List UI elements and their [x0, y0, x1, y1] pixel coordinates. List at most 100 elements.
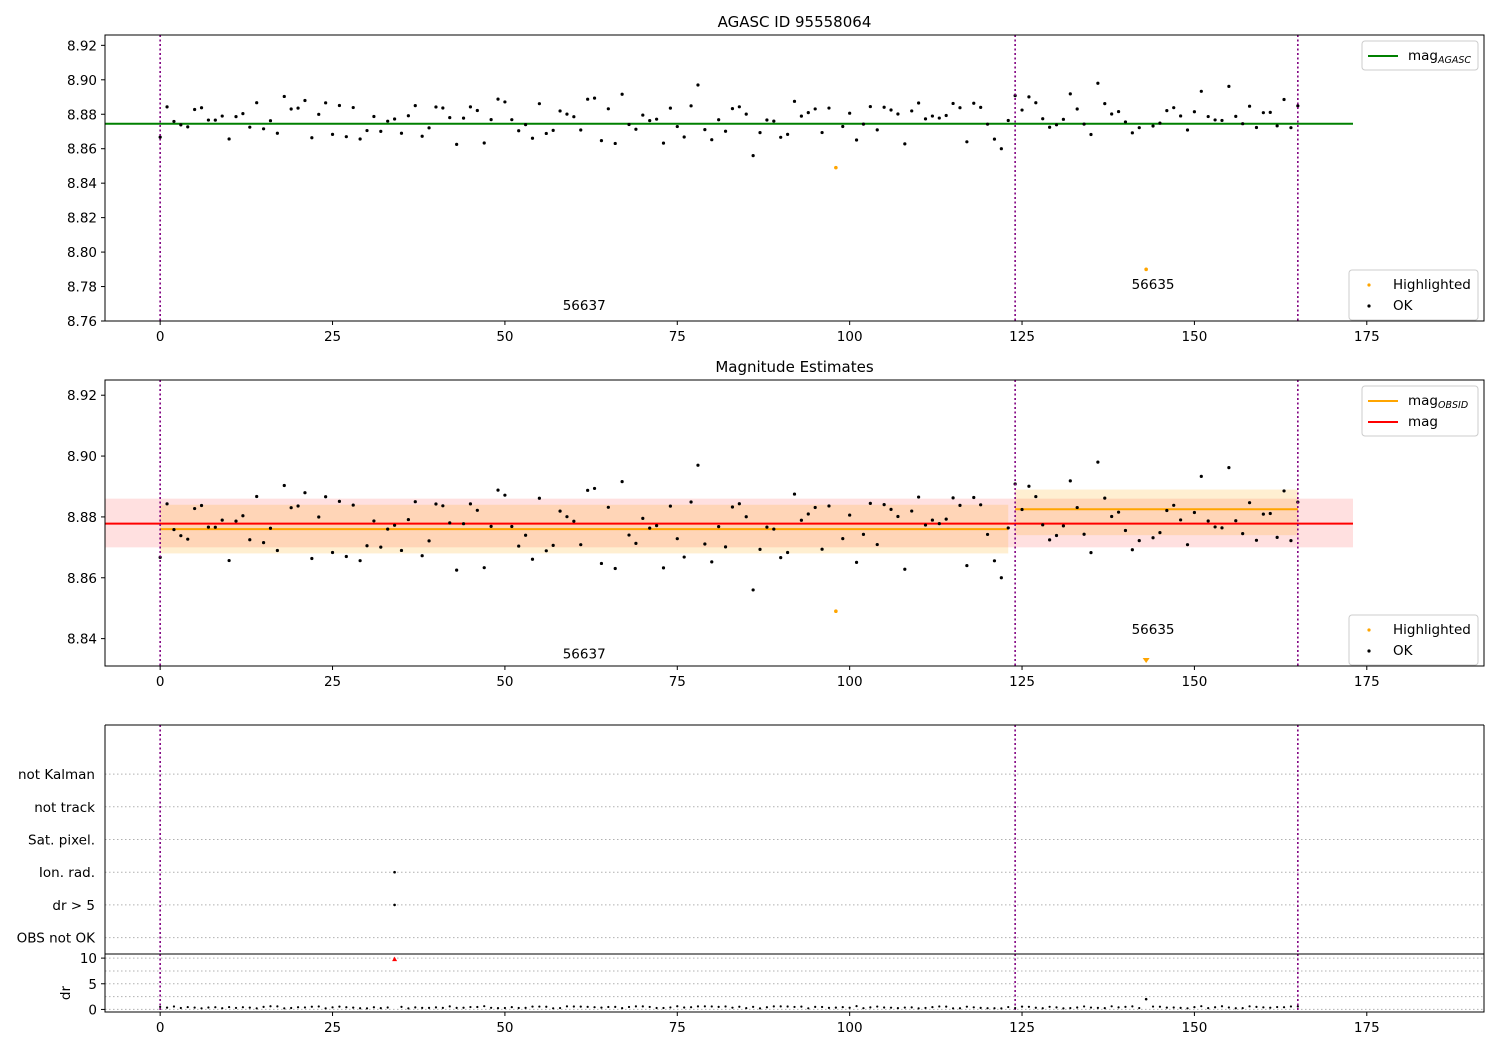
ok-point: [634, 127, 638, 131]
ok-point: [220, 114, 224, 118]
flag-category-label: OBS not OK: [17, 931, 97, 947]
dr-point: [1276, 1005, 1279, 1009]
y-tick-label: 8.88: [67, 107, 97, 123]
ok-point: [1151, 536, 1155, 540]
ok-point: [868, 104, 872, 109]
y-tick-label: 8.84: [67, 176, 97, 192]
ok-point: [730, 107, 735, 111]
dr-point: [414, 1006, 417, 1009]
ok-point: [627, 533, 631, 537]
ok-point: [551, 128, 555, 132]
ok-point: [399, 548, 404, 553]
ok-point: [413, 104, 417, 108]
ok-point: [1247, 104, 1252, 108]
ok-point: [241, 111, 245, 116]
ok-point: [854, 560, 859, 565]
legend-dot-swatch: [1367, 304, 1371, 308]
y-tick-label: 8.90: [67, 73, 97, 89]
dr-point: [186, 1005, 189, 1009]
ok-point: [979, 503, 983, 507]
ok-point: [310, 136, 314, 140]
ok-point: [606, 107, 610, 111]
ok-point: [489, 524, 493, 528]
ok-point: [944, 113, 948, 118]
ok-point: [537, 496, 541, 500]
dr-point: [896, 1006, 900, 1010]
ok-point: [1068, 479, 1072, 483]
ok-point: [317, 515, 321, 519]
ok-point: [1241, 532, 1245, 536]
dr-point: [462, 1006, 465, 1009]
ok-point: [737, 502, 741, 506]
dr-point: [172, 1005, 176, 1008]
ok-point: [530, 557, 535, 561]
ok-point: [496, 488, 500, 492]
dr-point: [372, 1006, 376, 1009]
dr-point: [296, 1006, 300, 1009]
ok-point: [792, 99, 797, 103]
dr-point: [517, 1006, 520, 1010]
ok-point: [206, 118, 211, 122]
ok-point: [379, 545, 383, 549]
ok-point: [427, 126, 431, 130]
ok-point: [648, 118, 652, 123]
dr-point: [1241, 1007, 1244, 1010]
ok-point: [1282, 489, 1286, 493]
flag-point: [393, 870, 396, 874]
ok-point: [379, 129, 383, 133]
x-tick-label: 50: [496, 329, 513, 345]
ok-point: [296, 106, 300, 110]
dr-point: [641, 1005, 644, 1008]
ok-point: [786, 132, 790, 136]
plot-frame: [104, 379, 1485, 667]
dr-point: [848, 1006, 851, 1009]
dr-point: [1186, 1007, 1189, 1010]
dr-point: [1055, 1006, 1058, 1009]
ok-point: [703, 542, 707, 546]
ok-point: [227, 137, 231, 141]
ok-point: [330, 550, 335, 555]
flag-category-label: dr > 5: [52, 898, 95, 914]
ok-point: [799, 114, 803, 118]
ok-point: [848, 513, 852, 517]
ok-point: [351, 503, 355, 507]
x-tick-label: 125: [1009, 674, 1035, 690]
dr-point: [738, 1005, 741, 1008]
ok-point: [503, 100, 507, 104]
dr-point: [262, 1005, 265, 1009]
flag-point: [393, 903, 396, 907]
ok-point: [841, 124, 845, 129]
ok-point: [441, 504, 445, 508]
dr-point: [800, 1005, 803, 1008]
highlighted-point: [834, 609, 838, 614]
dr-point: [400, 1005, 403, 1008]
ok-point: [758, 547, 762, 551]
x-tick-label: 100: [837, 674, 863, 690]
dr-point: [731, 1006, 734, 1009]
ok-point: [406, 517, 410, 522]
ok-point: [1054, 123, 1059, 127]
y-tick-label: 8.86: [67, 142, 97, 158]
dr-point: [765, 1006, 769, 1009]
ok-point: [668, 504, 672, 508]
ok-point: [1213, 118, 1217, 122]
ok-point: [461, 116, 466, 120]
dr-point: [696, 1005, 700, 1008]
ok-point: [213, 525, 217, 529]
ok-point: [1165, 508, 1169, 513]
ok-point: [268, 119, 273, 123]
x-tick-label: 100: [837, 329, 863, 345]
y-tick-label: 8.88: [67, 510, 97, 526]
ok-point: [882, 502, 886, 507]
ok-point: [875, 542, 879, 547]
ok-point: [586, 488, 590, 492]
ok-point: [1268, 511, 1272, 516]
ok-point: [1206, 114, 1210, 119]
ok-point: [661, 566, 666, 570]
dr-point: [476, 1005, 479, 1009]
ok-point: [358, 559, 362, 563]
ok-point: [482, 141, 486, 145]
dr-point: [1151, 1005, 1155, 1008]
dr-point: [786, 1005, 789, 1008]
ok-point: [1158, 530, 1162, 535]
